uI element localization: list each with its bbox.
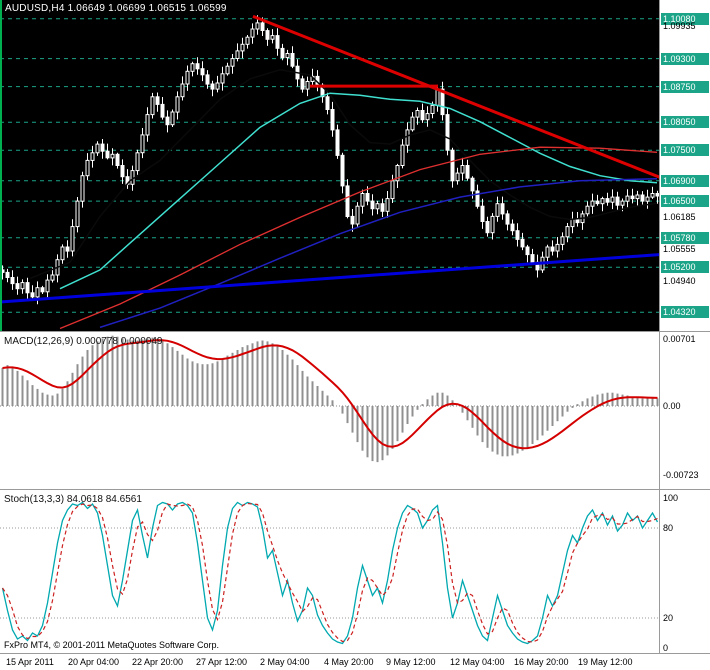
axis-label: 1.09935 bbox=[663, 21, 696, 31]
stochastic-panel[interactable]: Stoch(13,3,3) 84.0618 84.6561 FxPro MT4,… bbox=[0, 490, 660, 653]
axis-label: 1.04320 bbox=[661, 306, 709, 318]
macd-histogram bbox=[1, 335, 659, 463]
resistance-trendline[interactable] bbox=[252, 14, 660, 180]
time-label: 12 May 04:00 bbox=[450, 657, 505, 667]
time-label: 2 May 04:00 bbox=[260, 657, 310, 667]
time-label: 20 Apr 04:00 bbox=[68, 657, 120, 667]
axis-label: 1.08050 bbox=[661, 116, 709, 128]
ma-mid-turquoise[interactable] bbox=[59, 92, 658, 290]
support-trendline[interactable] bbox=[0, 253, 660, 304]
time-label: 4 May 20:00 bbox=[324, 657, 374, 667]
price-chart-canvas[interactable] bbox=[0, 0, 660, 331]
time-label: 9 May 12:00 bbox=[386, 657, 436, 667]
axis-label: 1.05555 bbox=[663, 244, 696, 254]
left-edge-marker bbox=[0, 0, 2, 331]
ma-fast-black[interactable] bbox=[29, 69, 658, 280]
macd-label: MACD(12,26,9) 0.000778 0.000049 bbox=[4, 336, 163, 347]
stoch-k-line bbox=[1, 501, 659, 645]
chart-header: AUDUSD,H4 1.06649 1.06699 1.06515 1.0659… bbox=[5, 3, 227, 14]
axis-label: 1.10080 bbox=[661, 13, 709, 25]
time-axis[interactable]: 15 Apr 2011 20 Apr 04:00 22 Apr 20:00 27 Ap… bbox=[0, 654, 710, 670]
axis-label: 0.00 bbox=[663, 401, 681, 411]
axis-divider bbox=[659, 0, 660, 654]
macd-axis[interactable]: 0.00701 0.00 -0.00723 bbox=[660, 332, 710, 489]
axis-label: 1.04940 bbox=[663, 276, 696, 286]
macd-signal-line bbox=[2, 339, 658, 450]
axis-label: 1.06500 bbox=[661, 195, 709, 207]
macd-panel[interactable]: MACD(12,26,9) 0.000778 0.000049 bbox=[0, 332, 660, 489]
axis-label: 1.08750 bbox=[661, 81, 709, 93]
axis-label: 80 bbox=[663, 523, 674, 533]
copyright-text: FxPro MT4, © 2001-2011 MetaQuotes Softwa… bbox=[4, 640, 220, 650]
ma-slowest-blue[interactable] bbox=[99, 177, 658, 329]
macd-canvas[interactable] bbox=[0, 332, 660, 489]
axis-label: 0 bbox=[663, 643, 669, 653]
price-axis[interactable]: 1.10080 1.09935 1.09300 1.08750 1.08050 1.075… bbox=[660, 0, 710, 331]
ma-slow-red[interactable] bbox=[59, 146, 658, 330]
stochastic-axis[interactable]: 100 80 20 0 bbox=[660, 490, 710, 653]
price-chart-panel[interactable]: AUDUSD,H4 1.06649 1.06699 1.06515 1.0659… bbox=[0, 0, 660, 331]
time-label: 27 Apr 12:00 bbox=[196, 657, 248, 667]
axis-label: 1.06185 bbox=[663, 212, 696, 222]
grid-lines bbox=[0, 18, 660, 313]
stochastic-canvas[interactable] bbox=[0, 490, 660, 653]
axis-label: 1.05780 bbox=[661, 232, 709, 244]
axis-label: 100 bbox=[663, 493, 679, 503]
axis-label: 1.05200 bbox=[661, 261, 709, 273]
panel-divider[interactable] bbox=[0, 489, 710, 490]
symbol-ohlc-text: AUDUSD,H4 1.06649 1.06699 1.06515 1.0659… bbox=[5, 3, 227, 14]
axis-label: 1.09300 bbox=[661, 53, 709, 65]
time-label: 22 Apr 20:00 bbox=[132, 657, 184, 667]
panel-divider[interactable] bbox=[0, 331, 710, 332]
time-label: 19 May 12:00 bbox=[578, 657, 633, 667]
stoch-d-line bbox=[2, 502, 658, 643]
panel-divider bbox=[0, 653, 710, 654]
stochastic-label: Stoch(13,3,3) 84.0618 84.6561 bbox=[4, 494, 142, 505]
axis-label: 0.00701 bbox=[663, 334, 696, 344]
axis-label: 20 bbox=[663, 613, 674, 623]
axis-label: -0.00723 bbox=[663, 470, 699, 480]
axis-label: 1.07500 bbox=[661, 144, 709, 156]
time-label: 15 Apr 2011 bbox=[6, 657, 54, 667]
time-label: 16 May 20:00 bbox=[514, 657, 569, 667]
axis-label: 1.06900 bbox=[661, 175, 709, 187]
